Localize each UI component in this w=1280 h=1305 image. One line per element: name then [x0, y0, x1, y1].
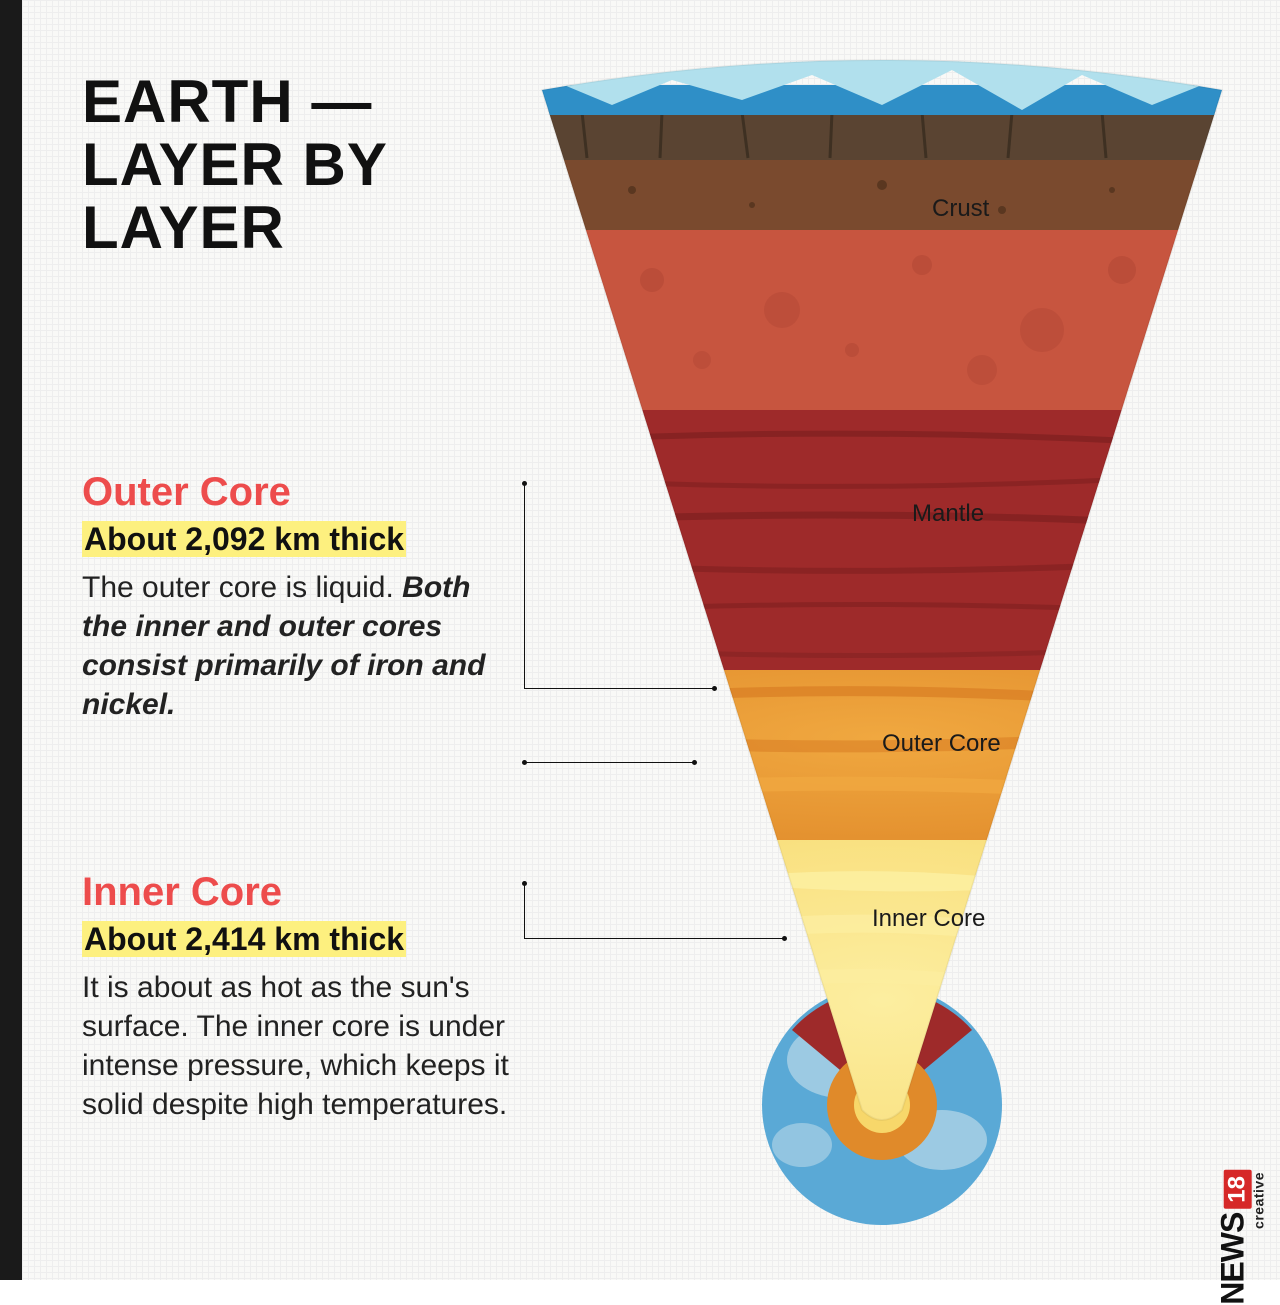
label-crust: Crust: [932, 195, 989, 223]
leader-dot: [522, 481, 527, 486]
page-title: EARTH — LAYER BY LAYER: [82, 70, 388, 259]
main-canvas: EARTH — LAYER BY LAYER Outer Core About …: [22, 0, 1280, 1280]
label-mantle: Mantle: [912, 500, 984, 528]
news18-logo: NEWS 18 creative: [1215, 1170, 1252, 1305]
desc-plain: The outer core is liquid.: [82, 571, 394, 604]
leader-line: [524, 883, 525, 938]
section-inner-core: Inner Core About 2,414 km thick It is ab…: [82, 870, 522, 1124]
section-outer-core: Outer Core About 2,092 km thick The oute…: [82, 470, 522, 724]
leader-dot: [522, 760, 527, 765]
leader-dot: [522, 881, 527, 886]
leader-dot: [692, 760, 697, 765]
logo-news-text: NEWS: [1215, 1213, 1252, 1305]
globe-icon: [762, 985, 1002, 1225]
section-heading: Inner Core: [82, 870, 522, 915]
leader-line: [524, 483, 525, 688]
logo-creative-text: creative: [1251, 1172, 1267, 1229]
leader-line: [524, 688, 714, 689]
leader-line: [524, 762, 694, 763]
thickness-highlight: About 2,092 km thick: [82, 521, 406, 557]
leader-dot: [782, 936, 787, 941]
leader-dot: [712, 686, 717, 691]
label-outer-core: Outer Core: [882, 730, 1001, 758]
earth-cross-section-diagram: Crust Mantle Outer Core Inner Core: [502, 50, 1262, 1250]
label-inner-core: Inner Core: [872, 905, 985, 933]
section-body: It is about as hot as the sun's surface.…: [82, 968, 522, 1124]
thickness-highlight: About 2,414 km thick: [82, 921, 406, 957]
leader-line: [524, 938, 784, 939]
section-heading: Outer Core: [82, 470, 522, 515]
section-body: The outer core is liquid. Both the inner…: [82, 568, 522, 724]
logo-18-box: 18: [1224, 1170, 1252, 1209]
left-accent-bar: [0, 0, 22, 1280]
